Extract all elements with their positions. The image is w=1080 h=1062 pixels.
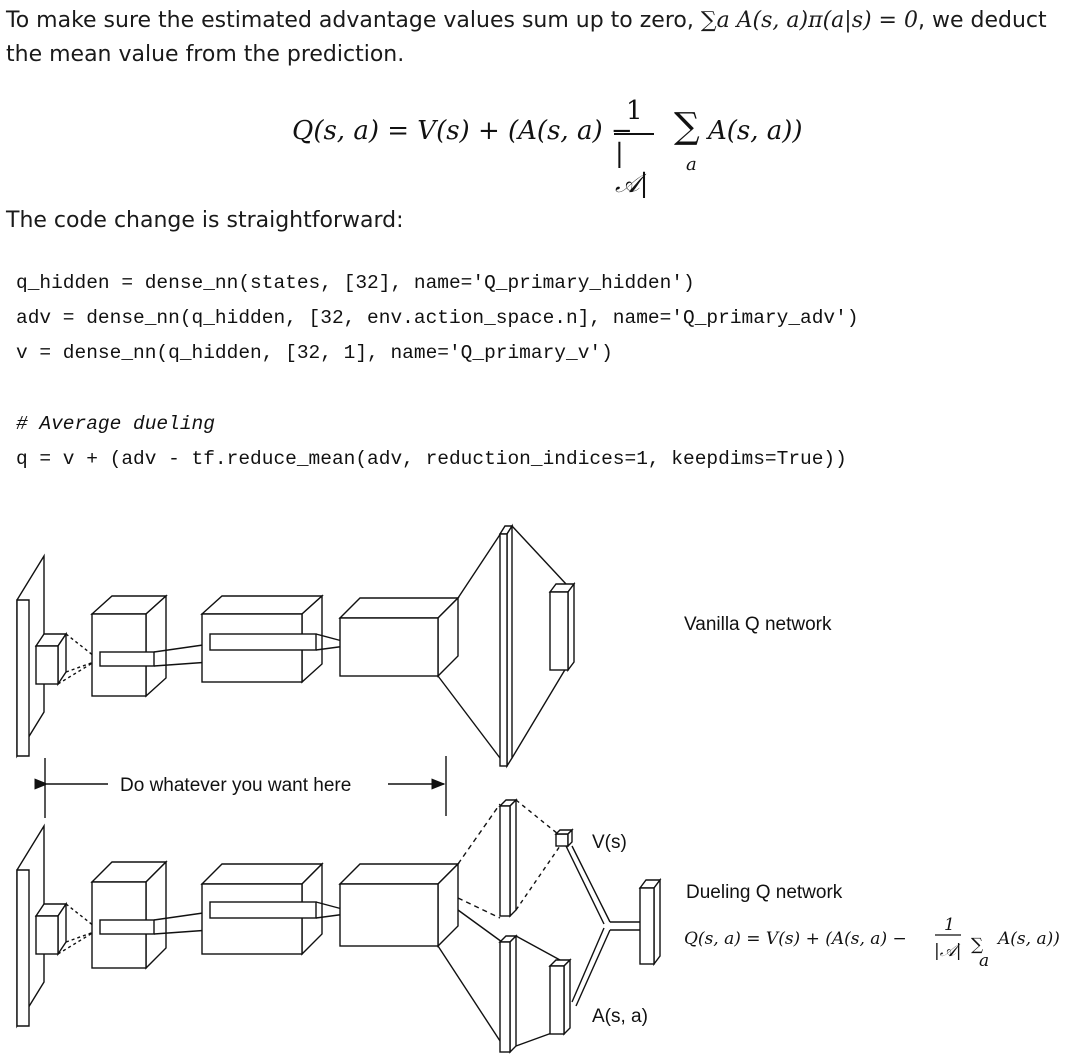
- small-formula-sigma: ∑: [971, 935, 983, 955]
- intro-line2: the mean value from the prediction.: [6, 42, 405, 67]
- intro-paragraph: To make sure the estimated advantage val…: [6, 4, 1047, 72]
- vanilla-network: [16, 523, 576, 769]
- formula-sigma-sub: a: [686, 154, 697, 175]
- a-label: A(s, a): [592, 1006, 648, 1027]
- vanilla-label: Vanilla Q network: [684, 614, 832, 635]
- network-diagram: Vanilla Q network Do whatever you want h…: [16, 523, 1060, 1054]
- formula-frac-den: |𝒜|: [615, 139, 649, 199]
- formula-frac-bar: [614, 133, 654, 135]
- intro-text-after: , we deduct: [917, 8, 1047, 33]
- small-formula-rhs: A(s, a)): [996, 929, 1060, 949]
- code-line-1: q_hidden = dense_nn(states, [32], name='…: [16, 272, 695, 294]
- formula-lhs: Q(s, a) = V(s) + (A(s, a) −: [292, 116, 633, 146]
- code-intro: The code change is straightforward:: [6, 208, 404, 233]
- v-label: V(s): [592, 832, 627, 853]
- dueling-small-formula: Q(s, a) = V(s) + (A(s, a) − 1 |𝒜| ∑ a A(…: [684, 915, 1060, 971]
- formula-rhs: A(s, a)): [708, 116, 803, 146]
- code-line-5: q = v + (adv - tf.reduce_mean(adv, reduc…: [16, 448, 847, 470]
- small-formula-frac-num: 1: [944, 915, 955, 935]
- code-line-2: adv = dense_nn(q_hidden, [32, env.action…: [16, 307, 859, 329]
- middle-bracket: [34, 756, 447, 818]
- code-line-3: v = dense_nn(q_hidden, [32, 1], name='Q_…: [16, 342, 613, 364]
- intro-text-before: To make sure the estimated advantage val…: [6, 8, 701, 33]
- small-formula-lhs: Q(s, a) = V(s) + (A(s, a) −: [684, 929, 907, 949]
- intro-constraint: ∑a A(s, a)π(a|s) = 0: [700, 8, 918, 33]
- formula-sigma: ∑: [674, 106, 700, 147]
- code-comment: # Average dueling: [16, 413, 215, 435]
- middle-label: Do whatever you want here: [120, 775, 351, 796]
- small-formula-frac-den: |𝒜|: [934, 941, 962, 961]
- small-formula-sigma-sub: a: [979, 951, 989, 971]
- formula-frac-num: 1: [626, 96, 643, 126]
- dueling-label: Dueling Q network: [686, 882, 843, 903]
- dueling-network: [16, 798, 662, 1054]
